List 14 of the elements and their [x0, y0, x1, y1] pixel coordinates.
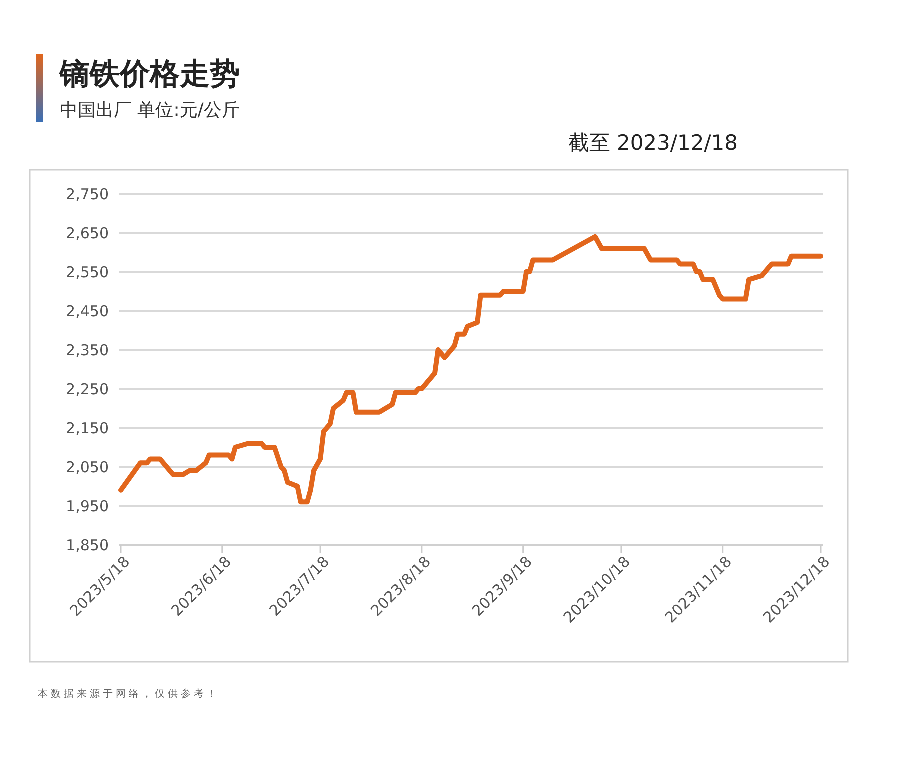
y-tick-label: 2,450	[66, 302, 109, 320]
text: 本数据来源于网络，仅供参考！	[38, 688, 220, 700]
y-tick-label: 1,950	[66, 497, 109, 516]
chart-subtitle: 中国出厂 单位:元/公斤	[60, 100, 240, 121]
y-tick-label: 2,350	[66, 341, 109, 360]
y-tick-label: 2,250	[66, 380, 109, 398]
y-tick-label: 2,050	[66, 458, 109, 476]
y-tick-label: 2,750	[66, 185, 109, 204]
y-tick-label: 2,550	[66, 263, 109, 282]
chart-title: 镝铁价格走势	[59, 57, 240, 92]
text: 截至 2023/12/18	[568, 131, 738, 155]
y-tick-label: 2,650	[66, 224, 109, 242]
y-tick-label: 1,850	[66, 536, 109, 554]
y-tick-label: 2,150	[66, 419, 109, 438]
